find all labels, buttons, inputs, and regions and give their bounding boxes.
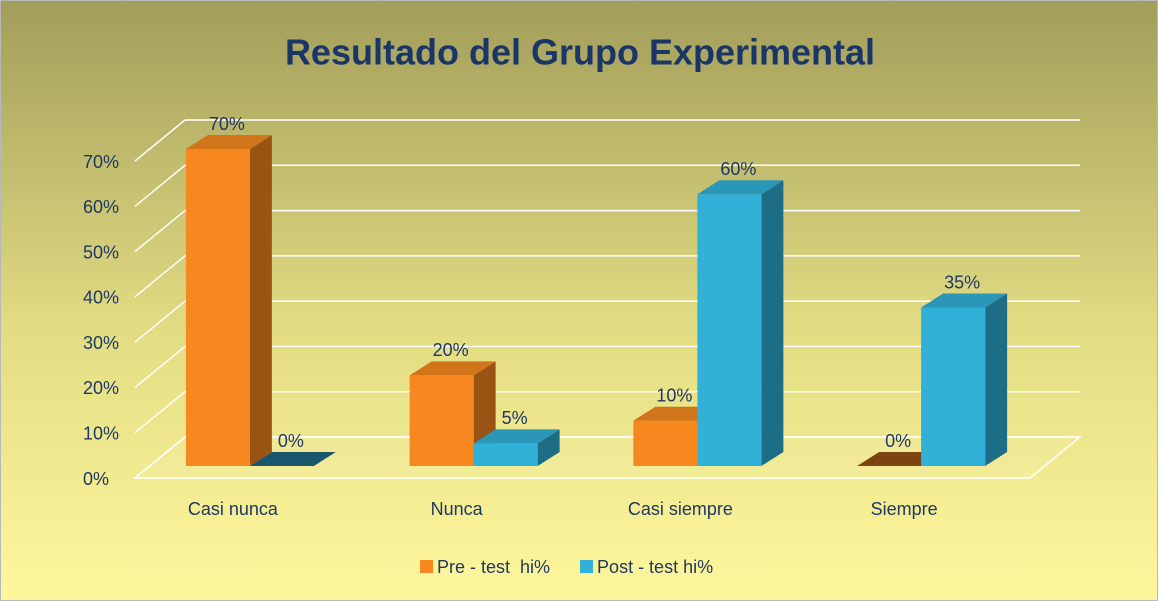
legend-label: Post - test hi% bbox=[597, 557, 713, 577]
data-label: 20% bbox=[433, 340, 469, 360]
bar-top bbox=[697, 180, 784, 195]
y-tick-label: 40% bbox=[83, 288, 119, 308]
data-label: 0% bbox=[885, 431, 911, 451]
bar bbox=[697, 180, 784, 467]
bar-side bbox=[761, 180, 784, 467]
bar bbox=[921, 293, 1008, 466]
x-tick-label: Nunca bbox=[431, 499, 484, 519]
legend-label: Pre - test hi% bbox=[437, 557, 550, 577]
data-label: 10% bbox=[656, 385, 692, 405]
side-grid-line bbox=[134, 164, 186, 207]
bar-top bbox=[473, 429, 560, 444]
side-grid-line bbox=[134, 436, 186, 479]
y-tick-label: 70% bbox=[83, 152, 119, 172]
legend-swatch bbox=[580, 560, 594, 573]
bar-front bbox=[185, 149, 250, 466]
x-tick-label: Siempre bbox=[871, 499, 938, 519]
bar-top bbox=[921, 293, 1008, 308]
bar-side bbox=[985, 293, 1008, 466]
bar-front bbox=[921, 307, 986, 466]
bar bbox=[409, 361, 496, 466]
y-tick-label: 0% bbox=[83, 469, 109, 489]
y-tick-label: 60% bbox=[83, 197, 119, 217]
data-label: 0% bbox=[278, 431, 304, 451]
side-grid-line bbox=[134, 119, 186, 162]
side-grid-line bbox=[134, 345, 186, 389]
bar-front bbox=[633, 420, 698, 466]
side-grid-line bbox=[134, 209, 186, 253]
bar-front bbox=[697, 194, 762, 467]
side-grid-line bbox=[134, 300, 186, 343]
data-label: 35% bbox=[944, 272, 980, 292]
y-tick-label: 10% bbox=[83, 423, 119, 443]
data-label: 60% bbox=[720, 159, 756, 179]
y-tick-label: 20% bbox=[83, 378, 119, 398]
data-label: 5% bbox=[502, 408, 528, 428]
bar bbox=[473, 429, 560, 466]
bar-top bbox=[249, 452, 336, 466]
chart-title: Resultado del Grupo Experimental bbox=[285, 32, 875, 73]
x-tick-label: Casi siempre bbox=[628, 499, 733, 519]
y-tick-label: 30% bbox=[83, 333, 119, 353]
bar-front bbox=[473, 443, 538, 466]
legend-swatch bbox=[420, 560, 433, 573]
x-tick-label: Casi nunca bbox=[188, 499, 279, 519]
bar-top bbox=[185, 135, 272, 149]
bar bbox=[249, 452, 336, 466]
bar-front bbox=[409, 375, 474, 466]
bar bbox=[185, 135, 272, 466]
bar-side bbox=[249, 135, 272, 466]
side-grid-line bbox=[134, 255, 186, 298]
side-grid-line bbox=[134, 391, 186, 434]
y-tick-label: 50% bbox=[83, 242, 119, 262]
bar-top bbox=[409, 361, 496, 376]
data-label: 70% bbox=[209, 114, 245, 134]
bar-side bbox=[537, 429, 560, 466]
